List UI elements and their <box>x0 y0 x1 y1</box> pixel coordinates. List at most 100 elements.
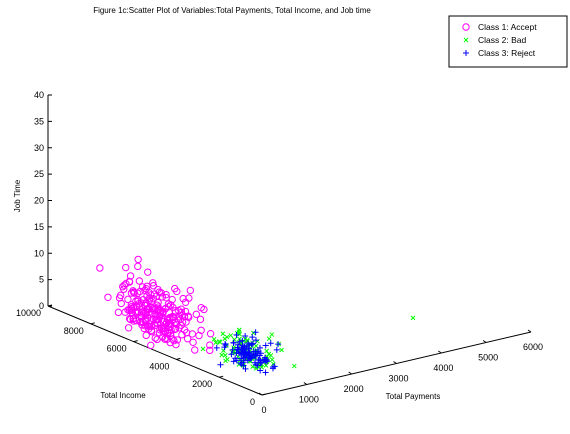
series-3-point <box>233 357 240 364</box>
series-2-point <box>216 339 222 344</box>
data-points <box>96 255 416 376</box>
series-3-point <box>246 342 253 349</box>
z-tick-label: 30 <box>34 143 44 153</box>
y-tick <box>47 304 53 307</box>
series-3-point <box>249 351 256 358</box>
series-2-point <box>279 347 284 353</box>
series-1-point <box>166 338 174 347</box>
series-1-point <box>150 290 159 298</box>
series-3-point <box>257 367 264 374</box>
z-tick-label: 10 <box>34 248 44 258</box>
series-1-point <box>195 331 203 340</box>
series-3-point <box>238 355 245 362</box>
series-1-point <box>147 291 155 299</box>
x-tick-label: 3000 <box>388 374 408 384</box>
series-1-point <box>140 301 149 309</box>
y-tick <box>219 375 224 378</box>
series-3-point <box>256 344 263 351</box>
series-1-point <box>133 309 142 317</box>
series-3-point <box>228 351 235 358</box>
x-tick-label: 2000 <box>344 384 364 394</box>
series-3-point <box>230 358 237 365</box>
legend-label-2: Class 2: Bad <box>478 35 526 45</box>
series-1-point <box>161 334 170 342</box>
series-2-point <box>253 343 259 349</box>
series-1-point <box>173 336 182 344</box>
series-1-point <box>147 326 156 335</box>
series-1-point <box>206 341 214 349</box>
series-3-point <box>262 369 269 376</box>
series-1-point <box>151 321 159 330</box>
y-tick <box>261 393 267 396</box>
z-tick-label: 35 <box>34 116 44 126</box>
series-1-point <box>153 335 161 344</box>
series-3-point <box>271 363 278 370</box>
series-2-point <box>232 337 237 343</box>
series-1-point <box>147 341 155 350</box>
series-1-point <box>158 293 167 301</box>
series-1-point <box>142 317 150 326</box>
series-3-point <box>262 342 269 349</box>
x-tick <box>303 382 308 385</box>
y-axis-line <box>47 305 263 396</box>
series-1-point <box>142 299 150 307</box>
y-tick-label: 8000 <box>64 326 84 336</box>
series-1-point <box>178 331 186 339</box>
series-3-point <box>252 337 259 344</box>
series-1-point <box>186 286 195 295</box>
series-1-point <box>114 308 123 317</box>
series-3-point <box>242 365 249 372</box>
y-tick <box>90 322 95 325</box>
z-axis-label: Job Time <box>13 179 22 212</box>
z-tick-label: 5 <box>39 275 44 285</box>
series-2-point <box>211 336 217 342</box>
series-3-point <box>249 334 256 341</box>
series-1-point <box>134 262 142 271</box>
series-3-point <box>252 348 259 355</box>
series-3-point <box>213 344 220 351</box>
z-tick-label: 40 <box>34 90 44 100</box>
y-tick <box>176 357 181 360</box>
series-3-point <box>252 329 259 336</box>
z-tick-label: 15 <box>34 222 44 232</box>
series-1-point <box>120 285 128 293</box>
legend-marker-3 <box>463 50 469 56</box>
series-2-point <box>228 333 234 338</box>
series-1-point <box>127 289 136 297</box>
series-2-point <box>268 353 274 358</box>
series-1-point <box>125 314 134 323</box>
x-tick <box>482 340 487 343</box>
series-1-point <box>149 279 157 287</box>
series-1-point <box>189 338 197 347</box>
series-1-point <box>144 268 152 276</box>
series-3-point <box>236 338 243 345</box>
series-1-point <box>173 287 181 296</box>
series-1-point <box>153 319 162 327</box>
series-1-point <box>142 331 150 340</box>
series-3-point <box>217 361 224 368</box>
series-1-point <box>174 306 183 315</box>
series-2-point <box>200 346 206 352</box>
z-tick-label: 25 <box>34 169 44 179</box>
series-1-point <box>172 320 181 328</box>
series-2-point <box>269 332 275 337</box>
series-3-point <box>254 362 261 369</box>
series-1-point <box>161 320 170 328</box>
legend: Class 1: Accept Class 2: Bad Class 3: Reje… <box>448 15 568 68</box>
series-1-point <box>124 295 132 304</box>
series-1-point <box>141 286 149 294</box>
series-3-point <box>249 340 256 347</box>
series-1-point <box>206 346 214 355</box>
x-tick-label: 1000 <box>299 395 319 405</box>
series-1-point <box>162 290 170 299</box>
series-3-point <box>230 340 237 347</box>
series-1-point <box>157 289 165 297</box>
series-1-point <box>96 264 104 272</box>
series-3 <box>213 329 282 376</box>
x-tick <box>348 371 352 375</box>
chart-title: Figure 1c:Scatter Plot of Variables:Tota… <box>93 6 371 15</box>
series-3-point <box>263 356 270 363</box>
series-1-point <box>197 303 205 312</box>
series-2-point <box>264 348 269 354</box>
x-tick-label: 4000 <box>433 363 453 373</box>
